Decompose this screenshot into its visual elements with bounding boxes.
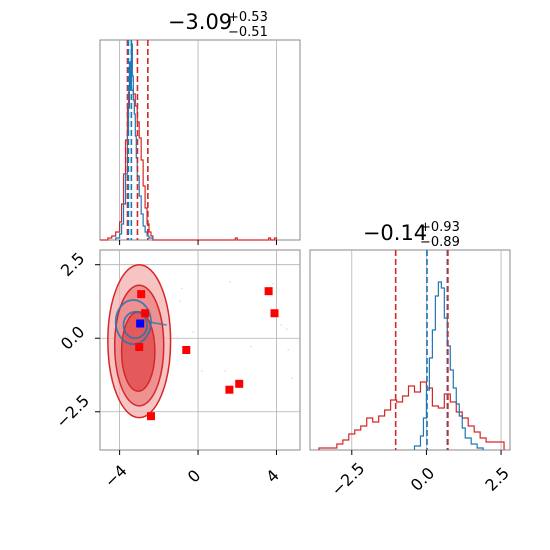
marker-red	[270, 309, 279, 318]
marker-blue	[136, 319, 145, 328]
marker-red	[264, 287, 273, 296]
marker-red	[235, 379, 244, 388]
marker-red	[137, 290, 146, 299]
sample-point	[250, 345, 253, 348]
title-subscript: −0.51	[228, 25, 268, 40]
histogram-series	[100, 43, 278, 241]
contour-blue	[122, 310, 148, 340]
x-tick-label: 0.0	[407, 463, 438, 494]
title-subscript: −0.89	[420, 235, 460, 250]
sample-point	[228, 280, 231, 283]
histogram-line	[115, 43, 154, 240]
sample-point	[286, 328, 288, 330]
title-superscript: +0.53	[228, 10, 268, 25]
y-tick-labels: 2.5 0.0 −2.5	[52, 249, 93, 432]
quantile-lines	[394, 250, 449, 450]
sample-point	[290, 377, 293, 379]
marker-red	[146, 412, 155, 421]
panel-title: −0.14	[363, 221, 427, 245]
panel-param1-histogram: −3.09 +0.53 −0.51	[99, 10, 301, 245]
x-tick-marks	[351, 450, 502, 455]
marker-red	[135, 343, 144, 352]
panel-param2-histogram: −2.5 0.0 2.5 −0.14 +0.93 −0.89	[309, 220, 513, 500]
x-tick-label: −2.5	[327, 459, 368, 500]
x-tick-marks	[119, 240, 277, 245]
contour-blue-tail	[148, 321, 167, 326]
sample-point	[192, 331, 195, 334]
title-superscript: +0.93	[420, 220, 460, 235]
title-value: −0.14	[363, 221, 427, 245]
y-tick-label: 2.5	[57, 249, 88, 280]
sample-point	[224, 370, 226, 372]
x-tick-label: 4	[262, 466, 283, 487]
sample-point	[178, 300, 181, 303]
panel-frame	[309, 249, 511, 451]
title-value: −3.09	[168, 10, 232, 34]
x-tick-labels: −2.5 0.0 2.5	[327, 459, 512, 500]
marker-red	[182, 346, 191, 354]
y-tick-label: −2.5	[52, 391, 93, 432]
sample-point	[280, 324, 283, 326]
panel-frame	[99, 249, 301, 451]
histogram-series	[318, 281, 505, 450]
y-tick-label: 0.0	[57, 322, 88, 353]
histogram-line	[318, 381, 505, 450]
histogram-line	[413, 281, 484, 450]
density-contours	[107, 263, 172, 419]
markers	[135, 287, 279, 421]
x-tick-label: 0	[184, 466, 205, 487]
sample-point	[287, 348, 290, 351]
histogram-line	[100, 85, 278, 241]
grid-lines	[119, 40, 277, 240]
sample-point	[271, 282, 274, 285]
sample-point	[200, 370, 203, 373]
panel-content	[107, 263, 293, 421]
sample-point	[181, 287, 183, 290]
x-tick-label: 2.5	[481, 463, 512, 494]
tick-marks	[95, 264, 277, 455]
marker-red	[141, 309, 150, 318]
x-tick-labels: −4 0 4	[101, 461, 283, 491]
panel-title: −3.09	[168, 10, 232, 34]
marker-red	[225, 385, 234, 394]
x-tick-label: −4	[101, 461, 131, 491]
quantile-lines	[126, 40, 149, 240]
panel-2d-scatter: −4 0 4 2.5 0.0 −2.5	[52, 249, 301, 491]
